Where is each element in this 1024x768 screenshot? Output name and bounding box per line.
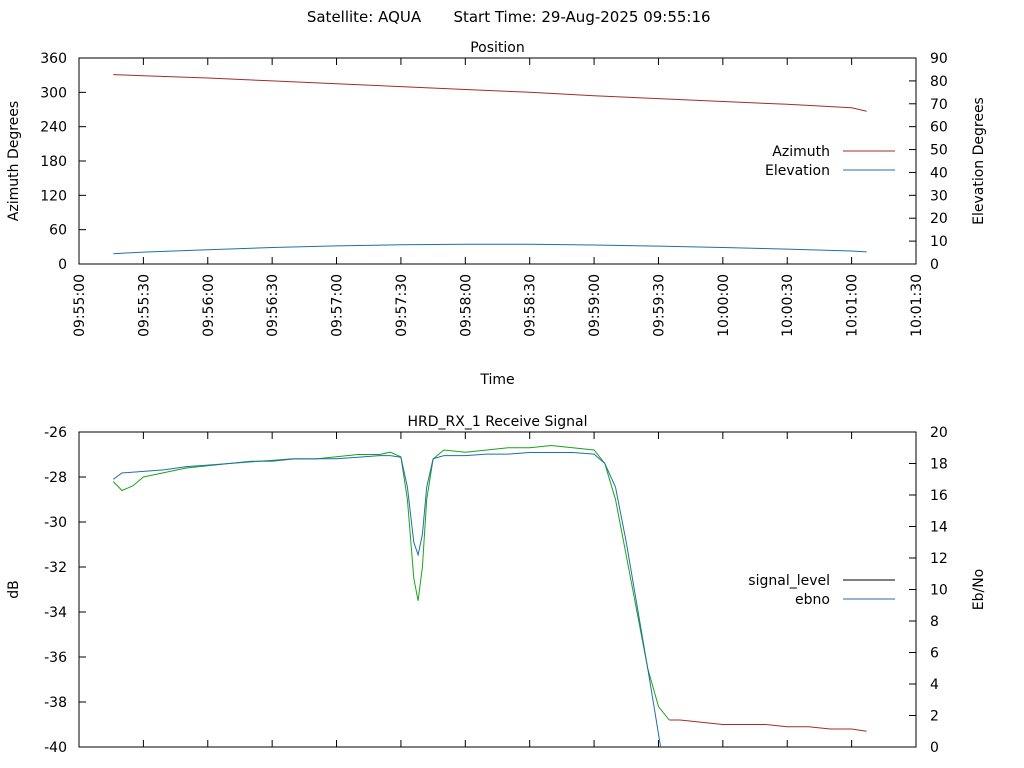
plot-frame bbox=[78, 57, 917, 265]
signal-level-tail-line bbox=[669, 719, 867, 732]
y-tick-label: -34 bbox=[44, 605, 67, 621]
x-tick-label: 09:57:30 bbox=[394, 274, 410, 337]
chart-title: HRD_RX_1 Receive Signal bbox=[408, 414, 588, 430]
y-tick-label: 240 bbox=[40, 120, 67, 136]
y-tick-label: -40 bbox=[44, 740, 67, 756]
plot-layer: Position06012018024030036001020304050607… bbox=[6, 40, 987, 756]
y2-tick-label: 4 bbox=[930, 677, 939, 693]
elevation-line bbox=[113, 243, 867, 255]
x-tick-label: 09:58:30 bbox=[523, 274, 539, 337]
legend-label-signal-level: signal_level bbox=[748, 573, 830, 589]
x-tick-label: 09:58:00 bbox=[458, 274, 474, 337]
y-tick-label: -26 bbox=[44, 425, 67, 441]
y2-tick-label: 16 bbox=[930, 488, 948, 504]
y-tick-label: 0 bbox=[58, 257, 67, 273]
x-tick-label: 09:59:00 bbox=[587, 274, 603, 337]
y-axis-label: Azimuth Degrees bbox=[6, 101, 22, 221]
y-tick-label: 300 bbox=[40, 85, 67, 101]
y2-tick-label: 0 bbox=[930, 740, 939, 756]
x-tick-label: 10:00:00 bbox=[716, 274, 732, 337]
x-tick-label: 09:55:30 bbox=[136, 274, 152, 337]
chart-2: HRD_RX_1 Receive Signal -40 -38 -36 -34 -32 -3… bbox=[6, 414, 987, 756]
y2-tick-label: 50 bbox=[930, 143, 948, 159]
x-tick-label: 10:01:00 bbox=[845, 274, 861, 337]
x-axis-label: Time bbox=[479, 372, 514, 388]
y2-tick-label: 6 bbox=[930, 646, 939, 662]
y-axis-label: dB bbox=[6, 580, 22, 599]
y-tick-label: -38 bbox=[44, 695, 67, 711]
y2-tick-label: 80 bbox=[930, 74, 948, 90]
y2-tick-label: 30 bbox=[930, 188, 948, 204]
y2-axis-label: Eb/No bbox=[971, 569, 987, 611]
x-tick-label: 09:56:00 bbox=[201, 274, 217, 337]
y2-tick-label: 20 bbox=[930, 211, 948, 227]
y-tick-label: -30 bbox=[44, 515, 67, 531]
y-tick-label: -36 bbox=[44, 650, 67, 666]
x-tick-label: 09:56:30 bbox=[265, 274, 281, 337]
legend-label-ebno: ebno bbox=[795, 592, 830, 608]
y2-tick-label: 20 bbox=[930, 425, 948, 441]
x-tick-label: 09:59:30 bbox=[651, 274, 667, 337]
legend-label-azimuth: Azimuth bbox=[772, 144, 830, 160]
y-tick-label: 180 bbox=[40, 154, 67, 170]
y2-tick-label: 18 bbox=[930, 457, 948, 473]
y2-tick-label: 0 bbox=[930, 257, 939, 273]
y2-tick-label: 14 bbox=[930, 520, 948, 536]
plot-frame bbox=[78, 431, 917, 748]
x-tick-label: 10:00:30 bbox=[780, 274, 796, 337]
y2-tick-label: 8 bbox=[930, 614, 939, 630]
chart-title: Position bbox=[470, 40, 525, 56]
y2-tick-label: 2 bbox=[930, 709, 939, 725]
satellite-label: Satellite: AQUA bbox=[307, 8, 422, 26]
y-tick-label: -32 bbox=[44, 560, 67, 576]
signal-level-line bbox=[112, 444, 670, 721]
y-tick-label: 120 bbox=[40, 188, 67, 204]
y2-tick-label: 40 bbox=[930, 165, 948, 181]
y2-tick-label: 60 bbox=[930, 120, 948, 136]
chart-1: Position 0 60 120 180 240 300 360 0 10 20 30 40 50 60 7… bbox=[6, 40, 987, 388]
x-tick-label: 09:55:00 bbox=[72, 274, 88, 337]
legend-label-elevation: Elevation bbox=[765, 163, 830, 179]
y2-tick-label: 90 bbox=[930, 51, 948, 67]
series-group bbox=[112, 444, 867, 747]
ebno-line bbox=[113, 452, 662, 747]
y2-tick-label: 10 bbox=[930, 583, 948, 599]
y2-axis-label: Elevation Degrees bbox=[971, 97, 987, 225]
y2-tick-label: 10 bbox=[930, 234, 948, 250]
y2-tick-label: 12 bbox=[930, 551, 948, 567]
azimuth-line bbox=[113, 74, 867, 112]
y-tick-label: -28 bbox=[44, 470, 67, 486]
x-tick-label: 09:57:00 bbox=[330, 274, 346, 337]
y-tick-label: 60 bbox=[49, 223, 67, 239]
start-time-label: Start Time: 29-Aug-2025 09:55:16 bbox=[453, 8, 710, 26]
y-tick-label: 360 bbox=[40, 51, 67, 67]
y2-tick-label: 70 bbox=[930, 97, 948, 113]
x-tick-label: 10:01:30 bbox=[909, 274, 925, 337]
